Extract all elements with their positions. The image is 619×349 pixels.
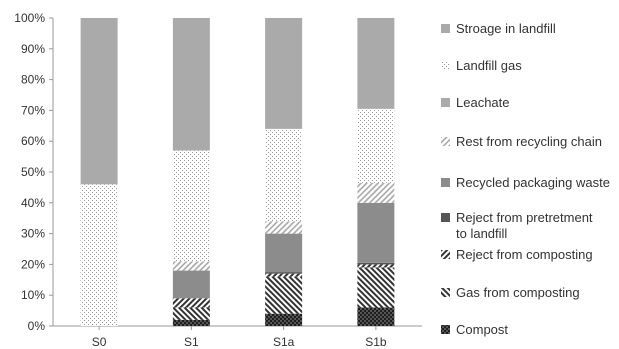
legend-swatch — [441, 61, 450, 70]
legend-entry-compost: Compost — [441, 322, 508, 337]
bar-segment-rest-from-recycling-chain — [172, 261, 210, 271]
bar-segment-stroage-in-landfill — [357, 18, 395, 109]
y-tick-label: 20% — [21, 257, 45, 271]
legend-swatch — [441, 213, 450, 222]
x-tick-label: S1b — [365, 335, 387, 349]
bar-segment-reject-from-pretretment-to-landfill — [265, 272, 303, 274]
bar-segment-rest-from-recycling-chain — [265, 221, 303, 234]
bar-stack-s1 — [172, 18, 210, 326]
y-tick-label: 100% — [14, 11, 45, 25]
legend-label: Stroage in landfill — [456, 21, 556, 36]
bar-segment-reject-from-composting — [172, 298, 210, 308]
legend-label: Leachate — [456, 95, 510, 110]
bar-segment-gas-from-composting — [357, 267, 395, 308]
legend-label: Gas from composting — [456, 285, 580, 300]
y-tick-label: 50% — [21, 165, 45, 179]
bar-segment-compost — [357, 307, 395, 326]
y-tick-label: 80% — [21, 73, 45, 87]
bar-segment-stroage-in-landfill — [80, 18, 118, 185]
legend-label: Compost — [456, 322, 508, 337]
bar-segment-recycled-packaging-waste — [172, 270, 210, 299]
legend-label: Landfill gas — [456, 58, 522, 73]
bar-segment-stroage-in-landfill — [265, 18, 303, 129]
legend-entry-leachate: Leachate — [441, 95, 510, 110]
bar-segment-gas-from-composting — [265, 276, 303, 314]
x-tick-label: S0 — [92, 335, 107, 349]
bar-segment-reject-from-composting — [357, 264, 395, 268]
y-tick-label: 90% — [21, 42, 45, 56]
legend-swatch — [441, 98, 450, 107]
x-tick-label: S1 — [184, 335, 199, 349]
y-tick-label: 30% — [21, 227, 45, 241]
legend-entry-reject-from-composting: Reject from composting — [441, 247, 593, 262]
legend-entry-stroage-in-landfill: Stroage in landfill — [441, 21, 556, 36]
bar-segment-compost — [265, 313, 303, 326]
bar-segment-recycled-packaging-waste — [357, 202, 395, 263]
y-tick-label: 40% — [21, 196, 45, 210]
legend-entry-rest-from-recycling-chain: Rest from recycling chain — [441, 134, 602, 149]
y-tick-label: 0% — [28, 319, 46, 333]
bar-segment-reject-from-composting — [265, 273, 303, 277]
bar-segment-landfill-gas — [357, 108, 395, 183]
y-tick-label: 10% — [21, 288, 45, 302]
legend-label: Reject from composting — [456, 247, 593, 262]
legend-swatch — [441, 288, 450, 297]
legend-entry-gas-from-composting: Gas from composting — [441, 285, 580, 300]
legend-swatch — [441, 325, 450, 334]
legend-label: Reject from pretretment to landfill — [456, 210, 593, 241]
y-tick-label: 60% — [21, 134, 45, 148]
bar-segment-compost — [172, 319, 210, 326]
x-tick-label: S1a — [273, 335, 295, 349]
bar-segment-rest-from-recycling-chain — [357, 182, 395, 203]
bar-segment-landfill-gas — [80, 184, 118, 326]
bar-stack-s1b — [357, 18, 395, 326]
legend-swatch — [441, 137, 450, 146]
bar-segment-landfill-gas — [172, 150, 210, 262]
bar-stack-s1a — [265, 18, 303, 326]
legend-swatch — [441, 178, 450, 187]
bar-segment-stroage-in-landfill — [172, 18, 210, 151]
bar-stack-s0 — [80, 18, 118, 326]
y-tick-label: 70% — [21, 103, 45, 117]
legend-swatch — [441, 24, 450, 33]
bar-segment-reject-from-pretretment-to-landfill — [357, 262, 395, 265]
legend-label: Recycled packaging waste — [456, 175, 610, 190]
bar-segment-recycled-packaging-waste — [265, 233, 303, 273]
legend-entry-recycled-packaging-waste: Recycled packaging waste — [441, 175, 610, 190]
bar-segment-landfill-gas — [265, 128, 303, 222]
bar-segment-gas-from-composting — [172, 307, 210, 320]
legend-label: Rest from recycling chain — [456, 134, 602, 149]
legend-swatch — [441, 250, 450, 259]
legend-entry-reject-from-pretretment-to-landfill: Reject from pretretment to landfill — [441, 210, 593, 241]
legend-entry-landfill-gas: Landfill gas — [441, 58, 522, 73]
